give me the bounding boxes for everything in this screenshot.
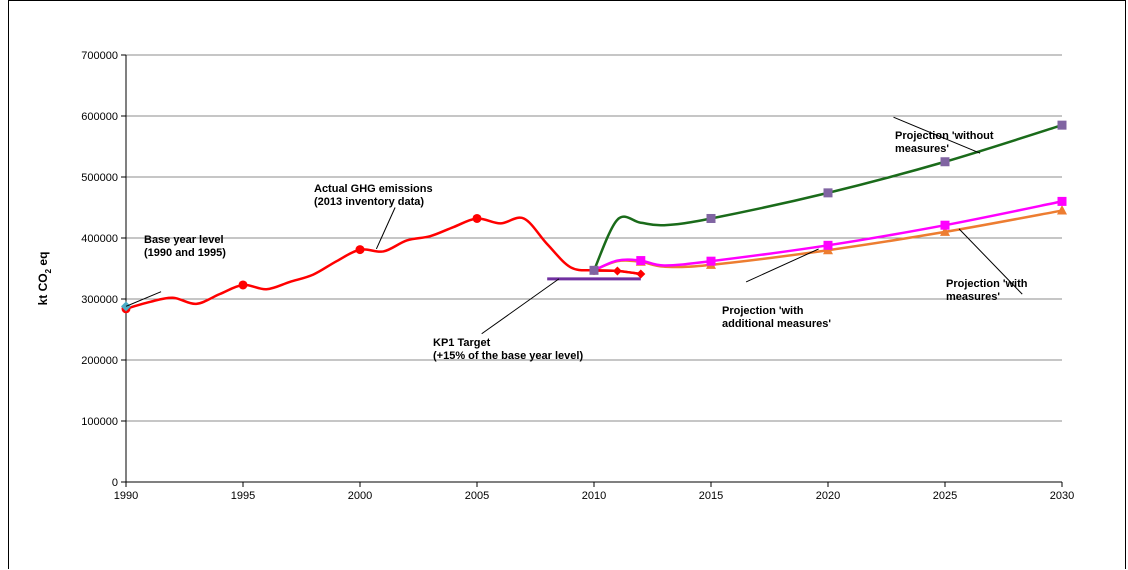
x-tick-label: 2015 [699,490,723,502]
annotation-with: measures' [946,291,1000,303]
data-point-without-measures [1057,120,1067,130]
x-tick-label: 2005 [465,490,489,502]
data-point-with-additional-measures [1057,205,1067,215]
emissions-chart: 0 100000 200000 300000 400000 500000 600000 700… [36,50,1074,502]
series-line-actual [125,216,641,310]
x-tick-label: 1995 [231,490,255,502]
y-tick-label: 200000 [81,355,118,367]
series-line-with-additional-measures [593,209,1063,272]
data-point-actual [238,280,248,290]
annotation-with: Projection 'with [946,278,1028,290]
data-point-actual [472,213,482,223]
y-axis-label-main: kt CO [36,273,50,305]
annotation-actual-ghg: Actual GHG emissions [314,183,433,195]
annotation-without: measures' [895,143,949,155]
y-axis-label-subscript: 2 [44,268,53,273]
annotation-leader-with [958,228,1023,295]
data-point-2010-junction [589,265,599,275]
x-tick-label: 1990 [114,490,138,502]
y-axis-label: kt CO2 eq [36,252,53,306]
x-tick-label: 2020 [816,490,840,502]
data-point-with-measures [636,256,646,266]
x-tick-label: 2025 [933,490,957,502]
x-tick-label: 2030 [1050,490,1074,502]
annotation-leader-without [893,116,981,154]
annotation-actual-ghg: (2013 inventory data) [314,196,424,208]
data-point-without-measures [706,213,716,223]
y-axis-label-unit: eq [36,252,50,269]
annotation-additional: Projection 'with [722,305,804,317]
data-point-with-measures [940,220,950,230]
data-point-with-measures [1057,196,1067,206]
data-point-actual [355,245,365,255]
x-tick-label: 2010 [582,490,606,502]
x-tick-label: 2000 [348,490,372,502]
y-tick-label: 600000 [81,111,118,123]
annotation-without: Projection 'without [895,130,994,142]
annotation-leader-additional [745,248,819,283]
y-tick-label: 300000 [81,294,118,306]
y-tick-label: 100000 [81,416,118,428]
data-point-without-measures [823,188,833,198]
annotation-leader-actual-ghg [375,207,396,250]
data-point-with-measures [823,240,833,250]
chart-frame: 0 100000 200000 300000 400000 500000 600000 700… [8,0,1126,569]
data-point-actual-end [612,266,622,276]
y-tick-label: 400000 [81,233,118,245]
annotation-leader-kp1-target [481,278,560,335]
data-point-without-measures [940,157,950,167]
annotation-kp1-target: KP1 Target [433,337,491,349]
data-point-with-additional-measures [940,226,950,236]
annotation-base-year: (1990 and 1995) [144,247,226,259]
annotation-additional: additional measures' [722,318,831,330]
annotation-base-year: Base year level [144,234,224,246]
data-point-actual-end [636,269,646,279]
series-line-with-measures [593,200,1063,272]
y-tick-label: 500000 [81,172,118,184]
y-tick-label: 0 [112,477,118,489]
data-point-with-measures [706,256,716,266]
y-tick-label: 700000 [81,50,118,62]
annotation-kp1-target: (+15% of the base year level) [433,350,583,362]
annotation-leader-base-year [125,291,162,307]
